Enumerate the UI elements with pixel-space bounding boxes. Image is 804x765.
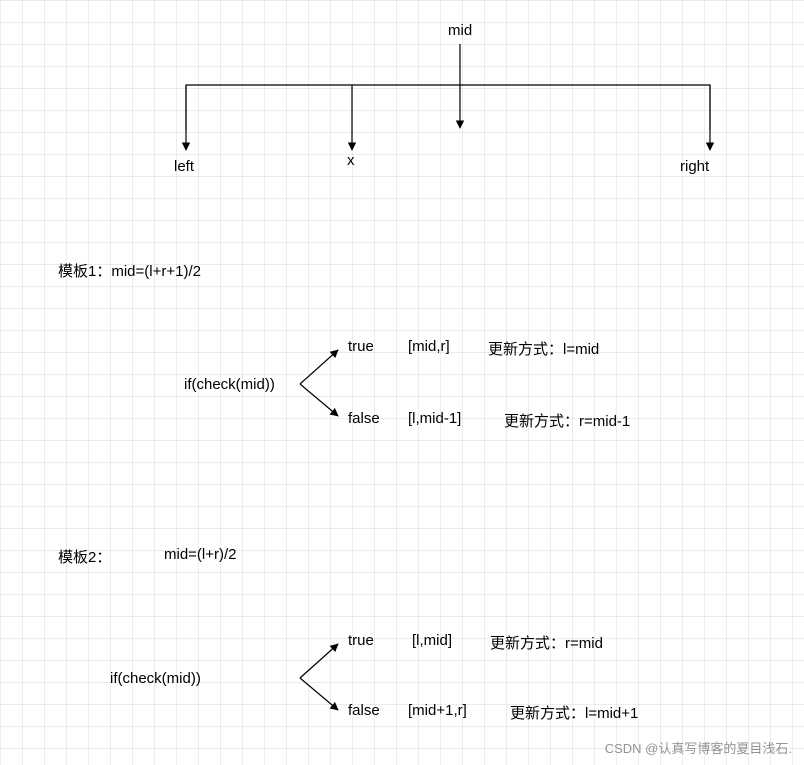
- template1-condition: if(check(mid)): [184, 376, 275, 393]
- t1-branch-true: [300, 350, 338, 384]
- range-box: [186, 85, 710, 130]
- t2-branch-true: [300, 644, 338, 678]
- x-label: x: [347, 152, 355, 169]
- t2-branch-false: [300, 678, 338, 710]
- template2-true-label: true: [348, 632, 374, 649]
- template1-false-range: [l,mid-1]: [408, 410, 461, 427]
- template1-false-label: false: [348, 410, 380, 427]
- template2-true-range: [l,mid]: [412, 632, 452, 649]
- template1-title: 模板1：mid=(l+r+1)/2: [58, 260, 201, 281]
- left-label: left: [174, 158, 194, 175]
- template2-condition: if(check(mid)): [110, 670, 201, 687]
- template1-true-range: [mid,r]: [408, 338, 450, 355]
- template2-true-update: 更新方式：r=mid: [490, 632, 603, 653]
- template2-title-prefix: 模板2：: [58, 546, 111, 567]
- diagram-canvas: [0, 0, 804, 765]
- t1-branch-false: [300, 384, 338, 416]
- template2-false-update: 更新方式：l=mid+1: [510, 702, 638, 723]
- watermark-text: CSDN @认真写博客的夏目浅石.: [605, 738, 792, 757]
- template2-false-label: false: [348, 702, 380, 719]
- template2-title-formula: mid=(l+r)/2: [164, 546, 237, 563]
- template1-true-label: true: [348, 338, 374, 355]
- template2-false-range: [mid+1,r]: [408, 702, 467, 719]
- right-label: right: [680, 158, 709, 175]
- mid-label: mid: [448, 22, 472, 39]
- template1-false-update: 更新方式：r=mid-1: [504, 410, 630, 431]
- template1-true-update: 更新方式：l=mid: [488, 338, 599, 359]
